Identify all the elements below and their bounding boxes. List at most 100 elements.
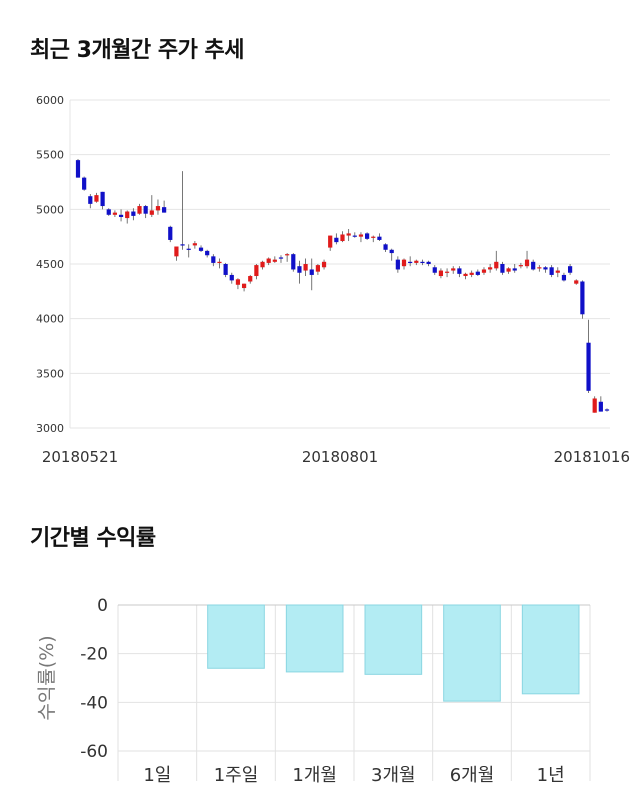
candle-body <box>198 247 204 251</box>
candle <box>309 258 314 291</box>
candle-body <box>278 257 284 259</box>
y-tick-label: 0 <box>97 596 108 616</box>
candle <box>395 256 400 273</box>
candle-body <box>438 270 444 277</box>
candle-body <box>518 265 523 267</box>
return-bar <box>364 604 423 675</box>
return-bar <box>285 604 344 673</box>
candle-body <box>340 234 345 242</box>
y-tick-label: 4000 <box>36 313 64 326</box>
candle-body <box>297 266 302 273</box>
candle <box>143 204 148 219</box>
candle-body <box>192 243 197 246</box>
candle <box>297 260 302 284</box>
candle-body <box>217 261 222 264</box>
candle-body <box>537 267 542 269</box>
candle <box>494 250 499 271</box>
candle-body <box>574 280 579 284</box>
candle <box>457 266 462 278</box>
y-tick-label: 5000 <box>36 203 64 216</box>
y-tick-label: 6000 <box>36 94 64 107</box>
candle-body <box>131 211 136 216</box>
x-tick-label: 20181016 <box>554 448 630 466</box>
candle <box>272 256 277 263</box>
candle-body <box>586 342 591 391</box>
candle-body <box>561 274 567 281</box>
candle <box>481 267 487 275</box>
candle <box>106 208 111 216</box>
candle <box>352 232 357 238</box>
candle <box>500 261 505 275</box>
candle <box>94 192 99 203</box>
candle-body <box>149 210 154 215</box>
candle <box>260 260 265 270</box>
candle <box>346 229 351 242</box>
candle <box>205 249 210 258</box>
candle <box>420 259 425 266</box>
candle-body <box>512 268 517 271</box>
candle <box>389 248 394 261</box>
candle-body <box>531 261 536 270</box>
candle <box>475 269 480 277</box>
candle <box>340 231 345 243</box>
candle-body <box>549 267 554 275</box>
candle-body <box>494 261 499 269</box>
x-tick-label: 1년 <box>537 765 565 786</box>
candle-body <box>303 264 308 271</box>
candle <box>82 176 87 191</box>
candle-body <box>309 269 314 275</box>
candle-body <box>118 214 124 217</box>
candle <box>426 260 431 267</box>
candle-body <box>451 268 456 271</box>
candle-body <box>592 398 597 413</box>
candle-body <box>500 264 505 273</box>
candle <box>174 246 179 261</box>
candle-body <box>463 273 468 277</box>
candle-body <box>260 261 265 268</box>
candle <box>285 253 290 262</box>
candle-body <box>383 244 388 250</box>
candle <box>586 319 591 394</box>
y-tick-label: 3000 <box>36 422 64 435</box>
candle-body <box>82 177 87 190</box>
candle <box>444 268 450 278</box>
candle <box>241 283 247 292</box>
candle-body <box>143 206 148 214</box>
y-tick-label: -20 <box>80 645 108 665</box>
candle <box>328 235 333 251</box>
candle <box>543 266 548 273</box>
candle <box>75 159 81 178</box>
return-bar <box>443 604 501 702</box>
candle <box>531 259 536 271</box>
candle <box>217 258 222 269</box>
candle-body <box>567 266 573 273</box>
candle <box>254 264 259 280</box>
candle <box>118 209 124 222</box>
candle <box>137 203 142 215</box>
candle-body <box>254 265 259 277</box>
candle-body <box>358 234 364 237</box>
candle <box>365 232 370 240</box>
candle-body <box>291 254 296 270</box>
candle-body <box>408 261 413 264</box>
candle <box>592 396 597 413</box>
candle <box>574 279 579 285</box>
candle-body <box>352 235 357 237</box>
candle-body <box>481 269 487 273</box>
candle-body <box>346 233 351 236</box>
candle-body <box>365 233 370 239</box>
candle-body <box>137 206 142 214</box>
candle <box>303 258 308 277</box>
y-tick-label: -40 <box>80 693 108 713</box>
candle-body <box>88 196 93 204</box>
candle-body <box>75 160 81 178</box>
candle-body <box>543 267 548 270</box>
x-tick-label: 3개월 <box>371 765 416 786</box>
candle <box>377 233 382 242</box>
candle <box>488 264 493 273</box>
candle-body <box>506 268 511 272</box>
candle <box>506 267 511 274</box>
candle <box>451 266 456 274</box>
candle <box>334 233 339 245</box>
